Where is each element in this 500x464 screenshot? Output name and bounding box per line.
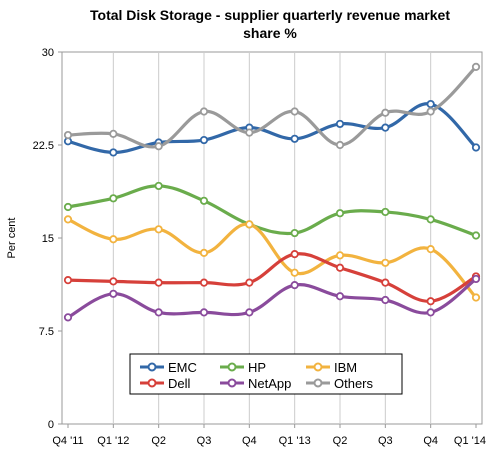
data-point-ibm bbox=[63, 215, 73, 224]
data-point-dell bbox=[63, 276, 73, 285]
x-tick-label: Q3 bbox=[378, 435, 393, 447]
data-point-dell bbox=[154, 278, 163, 287]
data-point-netapp bbox=[154, 308, 163, 317]
data-point-emc bbox=[381, 123, 390, 132]
legend-swatch-marker-dell bbox=[147, 378, 157, 388]
data-point-others bbox=[154, 142, 163, 151]
legend-entry-ibm: IBM bbox=[334, 360, 357, 375]
data-point-ibm bbox=[471, 293, 481, 302]
data-point-others bbox=[63, 130, 73, 140]
data-point-hp bbox=[426, 215, 435, 224]
data-point-ibm bbox=[290, 268, 299, 277]
x-tick-label: Q2 bbox=[333, 435, 348, 447]
data-point-others bbox=[381, 108, 390, 117]
data-point-hp bbox=[109, 194, 118, 203]
data-point-dell bbox=[426, 297, 435, 306]
y-tick-label: 15 bbox=[42, 233, 54, 245]
x-tick-label: Q1 '13 bbox=[279, 435, 311, 447]
series-line-others bbox=[66, 65, 478, 149]
data-point-others bbox=[199, 107, 209, 116]
series-line-netapp bbox=[66, 277, 478, 319]
data-point-others bbox=[290, 107, 299, 116]
legend-entry-hp: HP bbox=[248, 360, 266, 375]
data-point-hp bbox=[381, 207, 390, 217]
data-point-netapp bbox=[245, 308, 254, 317]
data-point-emc bbox=[109, 148, 118, 157]
data-point-others bbox=[426, 107, 435, 116]
x-tick-label: Q4 bbox=[423, 435, 438, 447]
data-point-dell bbox=[199, 278, 209, 287]
legend-box bbox=[129, 353, 403, 395]
y-tick-label: 0 bbox=[48, 419, 54, 431]
y-tick-label: 7.5 bbox=[39, 326, 54, 338]
data-point-hp bbox=[154, 181, 163, 191]
chart-title-line-1: Total Disk Storage - supplier quarterly … bbox=[90, 7, 450, 23]
data-point-hp bbox=[471, 231, 481, 240]
legend-entry-others: Others bbox=[334, 376, 374, 391]
legend-entry-emc: EMC bbox=[168, 360, 197, 375]
legend-swatch-marker-others bbox=[313, 378, 323, 388]
data-point-ibm bbox=[335, 251, 345, 260]
legend-swatch-marker-emc bbox=[147, 362, 157, 372]
y-axis-label: Per cent bbox=[6, 218, 18, 259]
data-point-hp bbox=[335, 209, 345, 218]
x-tick-label: Q1 '12 bbox=[97, 435, 129, 447]
data-point-netapp bbox=[471, 274, 481, 284]
y-tick-label: 30 bbox=[42, 47, 54, 59]
data-point-ibm bbox=[426, 245, 435, 254]
data-point-netapp bbox=[426, 308, 435, 317]
data-point-netapp bbox=[335, 292, 345, 301]
data-point-dell bbox=[381, 278, 390, 287]
data-point-ibm bbox=[154, 225, 163, 234]
data-point-emc bbox=[335, 119, 345, 129]
y-tick-label: 22.5 bbox=[33, 140, 54, 152]
series-line-ibm bbox=[66, 217, 478, 300]
x-tick-label: Q4 '11 bbox=[52, 435, 83, 447]
data-point-dell bbox=[109, 277, 118, 286]
legend-entry-netapp: NetApp bbox=[248, 376, 291, 391]
data-point-netapp bbox=[109, 289, 118, 298]
series-line-dell bbox=[66, 252, 478, 303]
data-point-ibm bbox=[109, 235, 118, 244]
data-point-others bbox=[471, 62, 481, 71]
data-point-dell bbox=[245, 278, 254, 287]
x-tick-label: Q4 bbox=[242, 435, 257, 447]
data-point-emc bbox=[426, 99, 435, 109]
data-point-dell bbox=[290, 250, 299, 259]
data-point-netapp bbox=[290, 281, 299, 290]
data-point-hp bbox=[290, 228, 299, 238]
data-point-emc bbox=[471, 143, 481, 152]
data-point-others bbox=[245, 128, 254, 137]
legend-swatch-marker-netapp bbox=[227, 378, 237, 388]
series-line-hp bbox=[66, 184, 478, 238]
data-point-others bbox=[335, 140, 345, 150]
x-tick-label: Q1 '14 bbox=[454, 435, 486, 447]
data-point-dell bbox=[335, 263, 345, 272]
series-line-emc bbox=[66, 102, 478, 155]
data-point-ibm bbox=[381, 258, 390, 267]
legend-entry-dell: Dell bbox=[168, 376, 191, 391]
chart-title-line-2: share % bbox=[243, 25, 297, 41]
data-point-netapp bbox=[199, 308, 209, 317]
data-point-others bbox=[109, 129, 118, 138]
data-point-ibm bbox=[245, 220, 254, 229]
data-point-hp bbox=[199, 196, 209, 205]
data-point-emc bbox=[199, 135, 209, 145]
data-point-emc bbox=[290, 134, 299, 143]
data-point-netapp bbox=[381, 295, 390, 305]
x-tick-label: Q3 bbox=[197, 435, 212, 447]
data-point-ibm bbox=[199, 248, 209, 257]
legend-swatch-marker-ibm bbox=[313, 362, 323, 372]
x-tick-label: Q2 bbox=[151, 435, 166, 447]
data-point-hp bbox=[63, 202, 73, 212]
legend-swatch-marker-hp bbox=[227, 362, 237, 372]
data-point-netapp bbox=[63, 313, 73, 322]
